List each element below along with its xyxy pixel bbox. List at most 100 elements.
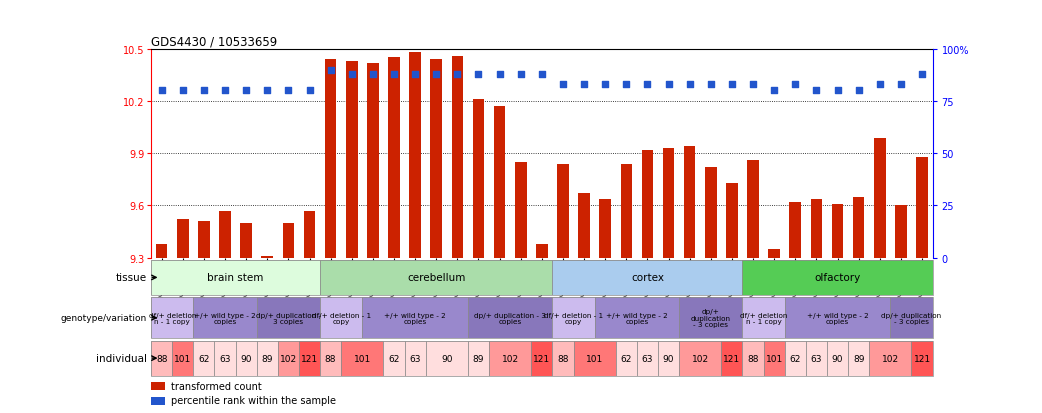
Bar — [726, 183, 738, 258]
Text: +/+ wild type - 2
copies: +/+ wild type - 2 copies — [606, 312, 668, 324]
Text: 101: 101 — [353, 354, 371, 363]
Bar — [616, 341, 637, 376]
Bar — [256, 297, 320, 339]
Bar — [811, 199, 822, 258]
Point — [850, 88, 867, 95]
Point — [914, 71, 931, 78]
Text: 88: 88 — [156, 354, 168, 363]
Point — [449, 71, 466, 78]
Bar — [367, 64, 378, 258]
Bar — [869, 341, 912, 376]
Bar — [494, 107, 505, 258]
Bar — [552, 341, 573, 376]
Text: 89: 89 — [473, 354, 485, 363]
Text: tissue: tissue — [116, 273, 147, 283]
Bar — [151, 397, 165, 405]
Text: 88: 88 — [747, 354, 759, 363]
Bar — [637, 341, 658, 376]
Bar — [468, 297, 552, 339]
Bar — [805, 341, 827, 376]
Bar — [235, 341, 256, 376]
Bar — [430, 60, 442, 258]
Bar — [785, 297, 890, 339]
Bar — [151, 297, 194, 339]
Text: genotype/variation: genotype/variation — [60, 313, 147, 323]
Point — [829, 88, 846, 95]
Bar — [256, 341, 278, 376]
Bar — [410, 53, 421, 258]
Bar — [194, 297, 256, 339]
Bar — [552, 297, 595, 339]
Text: 63: 63 — [219, 354, 230, 363]
Bar — [151, 382, 165, 390]
Point — [639, 82, 655, 88]
Text: dp/+
duplication
- 3 copies: dp/+ duplication - 3 copies — [691, 309, 730, 328]
Bar — [785, 341, 805, 376]
Text: +/+ wild type - 2
copies: +/+ wild type - 2 copies — [384, 312, 446, 324]
Point — [723, 82, 740, 88]
Text: 101: 101 — [766, 354, 783, 363]
Point — [513, 71, 529, 78]
Text: 90: 90 — [832, 354, 843, 363]
Bar — [768, 249, 780, 258]
Bar — [194, 341, 215, 376]
Point — [534, 71, 550, 78]
Bar — [721, 341, 743, 376]
Bar — [573, 341, 616, 376]
Bar — [658, 341, 679, 376]
Bar — [320, 341, 341, 376]
Point — [386, 71, 402, 78]
Bar — [743, 260, 933, 295]
Text: 89: 89 — [262, 354, 273, 363]
Text: 102: 102 — [882, 354, 899, 363]
Bar — [832, 204, 843, 258]
Bar — [325, 60, 337, 258]
Point — [280, 88, 297, 95]
Bar — [383, 341, 404, 376]
Text: 102: 102 — [692, 354, 709, 363]
Bar — [278, 341, 299, 376]
Bar — [747, 161, 759, 258]
Text: transformed count: transformed count — [171, 381, 262, 391]
Text: cortex: cortex — [631, 273, 664, 283]
Bar — [282, 223, 294, 258]
Bar — [743, 297, 785, 339]
Text: GDS4430 / 10533659: GDS4430 / 10533659 — [151, 36, 277, 48]
Text: 62: 62 — [198, 354, 209, 363]
Text: 88: 88 — [325, 354, 337, 363]
Text: 121: 121 — [534, 354, 550, 363]
Point — [491, 71, 507, 78]
Bar — [346, 62, 357, 258]
Text: dp/+ duplication - 3
copies: dp/+ duplication - 3 copies — [474, 312, 546, 324]
Bar — [468, 341, 489, 376]
Bar — [578, 194, 590, 258]
Bar — [827, 341, 848, 376]
Bar — [536, 244, 548, 258]
Text: 89: 89 — [853, 354, 865, 363]
Point — [554, 82, 571, 88]
Point — [576, 82, 593, 88]
Bar — [341, 341, 383, 376]
Text: 121: 121 — [914, 354, 931, 363]
Bar — [219, 211, 231, 258]
Bar — [320, 260, 552, 295]
Bar — [764, 341, 785, 376]
Point — [809, 88, 825, 95]
Text: 63: 63 — [410, 354, 421, 363]
Text: dp/+ duplication
- 3 copies: dp/+ duplication - 3 copies — [882, 312, 942, 324]
Point — [766, 88, 783, 95]
Point — [217, 88, 233, 95]
Bar — [557, 164, 569, 258]
Point — [153, 88, 170, 95]
Text: df/+ deletion
n - 1 copy: df/+ deletion n - 1 copy — [740, 312, 788, 324]
Point — [893, 82, 910, 88]
Text: 121: 121 — [301, 354, 318, 363]
Bar — [621, 164, 632, 258]
Point — [344, 71, 361, 78]
Text: individual: individual — [96, 353, 147, 363]
Point — [301, 88, 318, 95]
Point — [661, 82, 677, 88]
Text: percentile rank within the sample: percentile rank within the sample — [171, 396, 336, 406]
Point — [406, 71, 423, 78]
Point — [618, 82, 635, 88]
